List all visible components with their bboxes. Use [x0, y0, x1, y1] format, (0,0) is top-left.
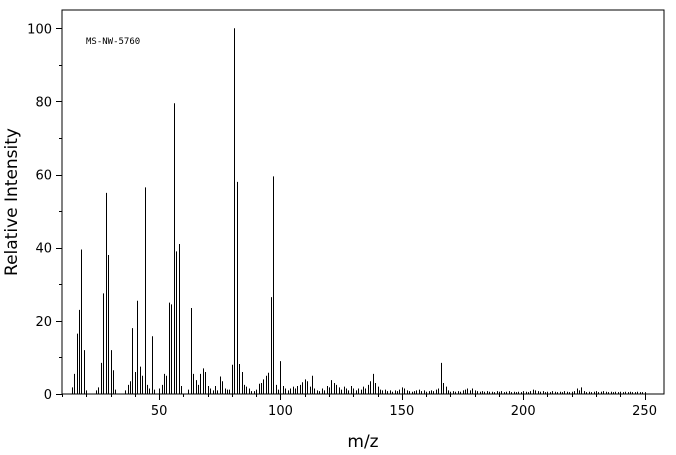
y-tick-label: 80: [35, 95, 52, 110]
y-tick-label: 40: [35, 242, 52, 257]
x-tick-label: 50: [151, 404, 168, 419]
x-tick-label: 250: [632, 404, 657, 419]
x-tick-label: 150: [389, 404, 414, 419]
x-axis-title: m/z: [347, 432, 378, 452]
y-tick-label: 20: [35, 315, 52, 330]
y-tick-label: 0: [44, 388, 52, 403]
x-axis: 50 100 150 200 250: [62, 394, 657, 419]
y-tick-label: 100: [27, 22, 52, 37]
y-tick-label: 60: [35, 169, 52, 184]
y-axis: 0 20 40 60 80 100: [27, 22, 62, 403]
x-tick-label: 200: [511, 404, 536, 419]
x-tick-label: 100: [268, 404, 293, 419]
peak-series: [72, 28, 646, 394]
spectrum-annotation: MS-NW-5760: [86, 37, 140, 47]
y-axis-title: Relative Intensity: [2, 128, 22, 276]
